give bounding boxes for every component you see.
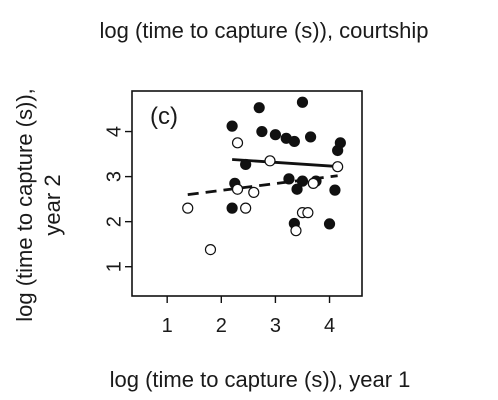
panel-label: (c) — [150, 103, 178, 130]
x-axis-title: log (time to capture (s)), year 1 — [110, 367, 411, 392]
y-axis-title: log (time to capture (s)), year 2 — [12, 88, 65, 322]
x-tick-label: 4 — [324, 315, 335, 337]
solid-trend-line — [232, 158, 341, 169]
y-tick-label: 2 — [103, 216, 125, 227]
open-data-point — [332, 161, 344, 173]
x-tick-label: 1 — [162, 315, 173, 337]
filled-data-point — [304, 131, 317, 143]
y-tick-label: 1 — [103, 261, 125, 272]
filled-data-point — [288, 135, 300, 148]
y-axis: 1 2 3 4 — [103, 126, 132, 272]
x-tick-label: 3 — [270, 315, 281, 337]
open-data-point — [231, 137, 244, 149]
plot-frame — [131, 90, 363, 297]
open-data-point — [204, 243, 217, 256]
filled-data-point — [291, 183, 303, 195]
trend-lines — [187, 158, 341, 197]
y-axis-title-line-1: log (time to capture (s)), — [12, 88, 37, 322]
y-tick-label: 3 — [103, 171, 125, 182]
open-data-point — [240, 202, 252, 214]
filled-data-point — [226, 120, 238, 132]
x-axis: 1 2 3 4 — [162, 296, 335, 337]
filled-data-point — [323, 218, 336, 230]
open-data-point — [302, 207, 314, 219]
filled-data-point — [296, 175, 309, 187]
open-data-point — [182, 202, 194, 214]
filled-data-point — [296, 96, 309, 108]
filled-data-point — [253, 102, 265, 114]
filled-data-point — [226, 202, 238, 214]
filled-data-point — [240, 158, 252, 171]
filled-data-point — [283, 173, 295, 185]
y-tick-label: 4 — [103, 126, 125, 137]
open-data-point — [248, 186, 260, 198]
filled-data-point — [269, 129, 282, 141]
filled-data-point — [332, 144, 344, 157]
filled-data-point — [256, 125, 268, 138]
open-data-point — [231, 183, 244, 195]
x-tick-label: 2 — [216, 315, 227, 337]
chart-title: log (time to capture (s)), courtship — [100, 18, 429, 43]
open-data-point — [290, 225, 302, 237]
open-data-point — [264, 155, 276, 167]
filled-data-point — [329, 184, 341, 196]
y-axis-title-line-2: year 2 — [40, 174, 65, 235]
data-points — [182, 96, 346, 256]
open-data-point — [307, 177, 319, 189]
dashed-trend-line — [187, 174, 338, 197]
